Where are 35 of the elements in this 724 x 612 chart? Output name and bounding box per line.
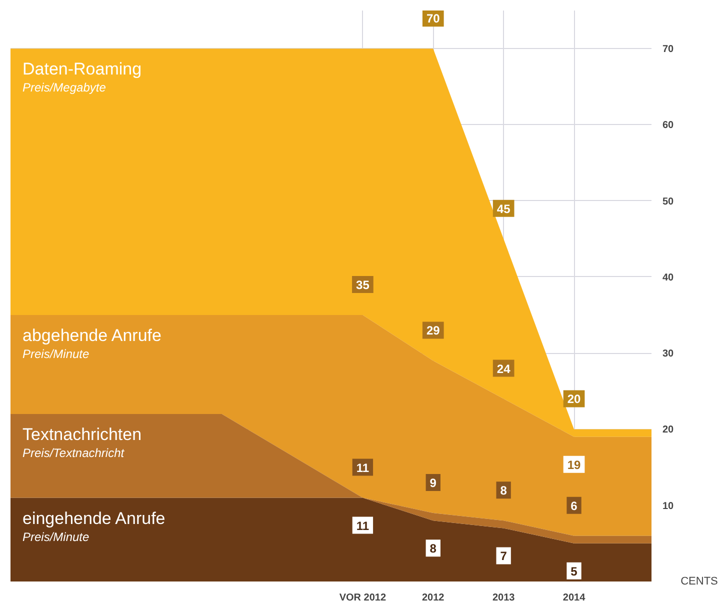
x-tick-label: 2012 xyxy=(422,592,445,604)
data-label: 29 xyxy=(426,324,440,338)
y-tick-label: 70 xyxy=(662,44,674,56)
data-label: 24 xyxy=(496,362,511,376)
data-label: 45 xyxy=(496,202,511,216)
data-label: 6 xyxy=(570,498,578,513)
y-tick-label: 30 xyxy=(662,348,674,360)
series-label: eingehende Anrufe xyxy=(22,508,166,528)
data-label: 8 xyxy=(430,542,437,556)
data-label: 19 xyxy=(567,458,582,472)
series-label: abgehende Anrufe xyxy=(22,326,162,346)
x-tick-label: 2014 xyxy=(562,592,586,604)
data-label: 35 xyxy=(356,278,370,292)
data-label: 11 xyxy=(356,460,370,475)
data-label: 7 xyxy=(500,549,508,564)
data-label: 70 xyxy=(426,12,440,26)
annotation: Preis/Minute xyxy=(22,530,90,544)
data-label: 20 xyxy=(567,392,582,406)
y-tick-label: 50 xyxy=(662,196,674,208)
series-label: Textnachrichten xyxy=(22,425,142,444)
annotation: Preis/Megabyte xyxy=(22,80,106,95)
annotation: Preis/Minute xyxy=(22,347,90,362)
y-tick-label: 20 xyxy=(662,424,674,436)
y-tick-label: 10 xyxy=(662,500,674,512)
data-label: 11 xyxy=(356,518,370,533)
annotation: Preis/Textnachricht xyxy=(22,446,125,460)
data-label: 9 xyxy=(430,476,437,490)
data-label: 8 xyxy=(500,484,508,498)
x-tick-label: 2013 xyxy=(492,592,516,604)
y-tick-label: 40 xyxy=(662,272,674,284)
data-label: 5 xyxy=(570,564,578,578)
y-tick-label: 60 xyxy=(662,120,674,132)
x-tick-label: VOR 2012 xyxy=(339,592,386,604)
series-label: Daten-Roaming xyxy=(22,60,142,79)
y-axis-title: CENTS xyxy=(680,576,718,588)
